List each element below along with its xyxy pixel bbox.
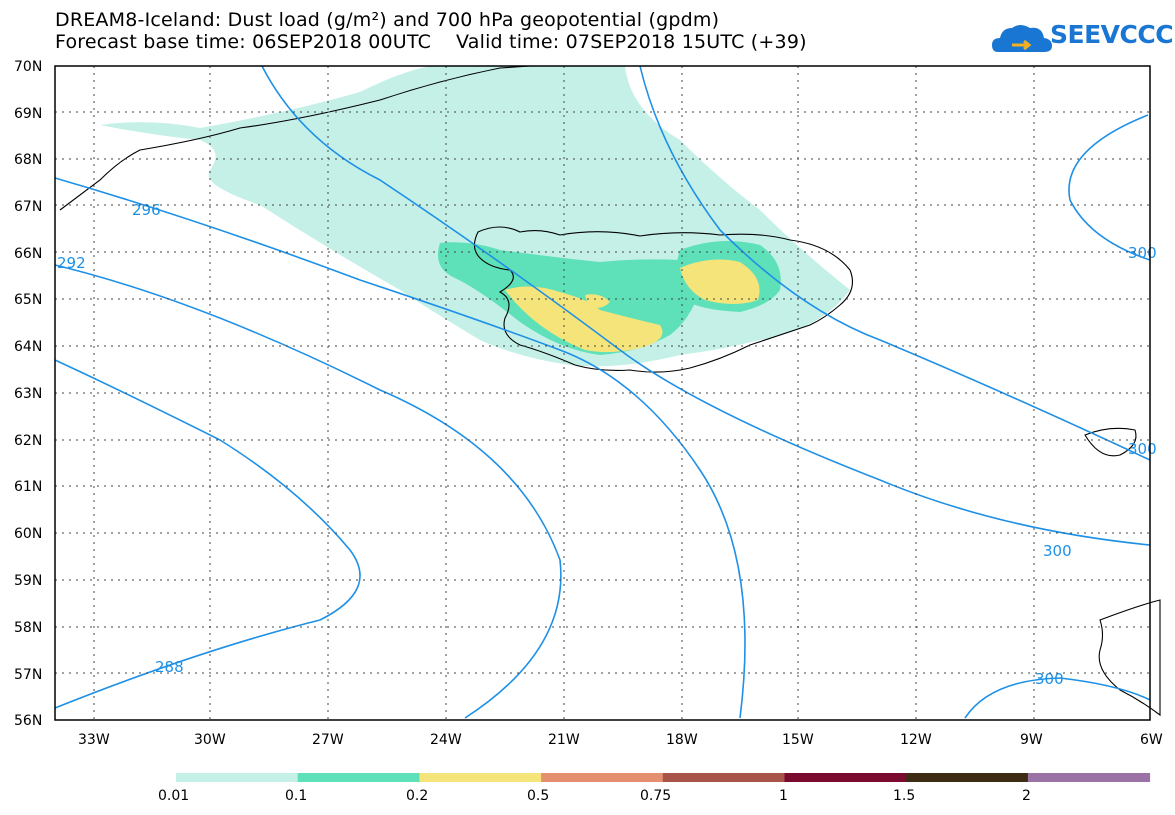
lat-label: 67N — [14, 199, 42, 215]
legend-swatch — [419, 773, 542, 782]
legend-label: 0.1 — [285, 788, 307, 804]
lat-label: 60N — [14, 526, 42, 542]
lon-label: 9W — [1020, 732, 1043, 748]
lon-label: 15W — [782, 732, 814, 748]
legend-label: 1 — [779, 788, 788, 804]
lat-label: 57N — [14, 667, 42, 683]
legend-colorbar — [176, 773, 1151, 782]
dust-shading — [100, 66, 850, 367]
lon-label: 12W — [900, 732, 932, 748]
map-title: DREAM8-Iceland: Dust load (g/m²) and 700… — [55, 9, 720, 31]
contour-300-c — [1068, 114, 1151, 261]
contour-label: 288 — [155, 658, 184, 676]
legend-swatch — [297, 773, 420, 782]
contour-300-b — [639, 65, 1151, 461]
dust-area-0.2-east — [680, 259, 760, 304]
dust-area-0.2-west — [505, 286, 663, 353]
lon-label: 33W — [78, 732, 110, 748]
graticule — [55, 66, 1150, 720]
lat-label: 61N — [14, 479, 42, 495]
coastlines — [59, 65, 1161, 717]
lon-label: 27W — [312, 732, 344, 748]
map-frame — [54, 65, 1151, 721]
faroe-coast — [1084, 427, 1137, 457]
contour-296 — [54, 177, 746, 719]
lon-label: 24W — [430, 732, 462, 748]
contour-300-d — [964, 677, 1151, 719]
lon-label: 21W — [548, 732, 580, 748]
contour-label: 300 — [1128, 244, 1157, 262]
cloud-icon — [992, 25, 1052, 52]
lat-label: 58N — [14, 620, 42, 636]
contour-288 — [54, 359, 361, 709]
iceland-coast — [473, 226, 853, 373]
lon-label: 6W — [1140, 732, 1163, 748]
contour-label: 296 — [132, 201, 161, 219]
lat-label: 59N — [14, 573, 42, 589]
lon-label: 18W — [666, 732, 698, 748]
contour-label: 300 — [1128, 440, 1157, 458]
lat-label: 62N — [14, 433, 42, 449]
legend-label: 2 — [1022, 788, 1031, 804]
contour-label: 300 — [1035, 670, 1064, 688]
legend-swatch — [1027, 773, 1151, 782]
contour-label: 292 — [57, 254, 86, 272]
legend-label: 0.75 — [640, 788, 671, 804]
map-subtitle: Forecast base time: 06SEP2018 00UTC Vali… — [55, 31, 807, 53]
lat-label: 56N — [14, 713, 42, 729]
lat-label: 65N — [14, 292, 42, 308]
legend-swatch — [906, 773, 1029, 782]
scotland-coast — [1098, 599, 1161, 717]
lat-axis: 70N 69N 68N 67N 66N 65N 64N 63N 62N 61N … — [14, 59, 42, 729]
lon-axis: 33W 30W 27W 24W 21W 18W 15W 12W 9W 6W — [78, 732, 1163, 748]
contour-label: 300 — [1043, 542, 1072, 560]
legend-label: 0.01 — [158, 788, 189, 804]
lat-label: 68N — [14, 152, 42, 168]
legend-swatch — [662, 773, 785, 782]
legend-label: 0.5 — [527, 788, 549, 804]
logo-text: SEEVCCC — [1050, 20, 1174, 49]
lat-label: 64N — [14, 339, 42, 355]
lat-label: 66N — [14, 246, 42, 262]
legend-labels: 0.01 0.1 0.2 0.5 0.75 1 1.5 2 — [158, 788, 1031, 804]
legend-swatch — [784, 773, 907, 782]
legend-swatch — [541, 773, 664, 782]
legend-label: 0.2 — [406, 788, 428, 804]
lat-label: 70N — [14, 59, 42, 75]
lat-label: 69N — [14, 106, 42, 122]
greenland-coast — [59, 65, 531, 211]
lon-label: 30W — [194, 732, 226, 748]
dust-area-0.01 — [100, 66, 850, 367]
dust-area-0.2-center — [585, 294, 610, 308]
contour-292 — [54, 264, 562, 719]
geopotential-contours — [54, 65, 1151, 719]
legend-label: 1.5 — [893, 788, 915, 804]
lat-label: 63N — [14, 386, 42, 402]
contour-300-a — [261, 65, 1151, 546]
legend-swatch — [176, 773, 299, 782]
